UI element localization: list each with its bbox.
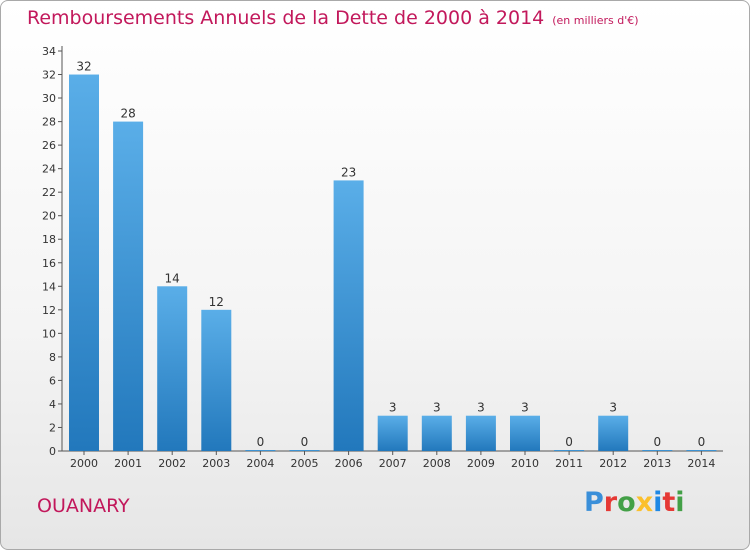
y-tick-label: 20 bbox=[42, 210, 56, 223]
bar bbox=[598, 415, 629, 451]
bar-value-label: 0 bbox=[565, 435, 573, 449]
y-tick-label: 24 bbox=[42, 163, 56, 176]
x-tick-label: 2011 bbox=[555, 457, 583, 470]
x-tick-label: 2013 bbox=[643, 457, 671, 470]
x-tick-label: 2008 bbox=[423, 457, 451, 470]
bar-value-label: 3 bbox=[609, 401, 617, 415]
y-tick-label: 22 bbox=[42, 186, 56, 199]
logo-letter: x bbox=[635, 487, 654, 518]
chart-data-labels: 32 28 14 12 0 0 23 3 3 3 3 0 3 0 0 bbox=[76, 60, 705, 449]
bar bbox=[377, 415, 408, 451]
bar-value-label: 23 bbox=[341, 165, 356, 179]
y-tick-label: 10 bbox=[42, 327, 56, 340]
bar-value-label: 0 bbox=[301, 435, 309, 449]
x-tick-label: 2001 bbox=[114, 457, 142, 470]
y-tick-label: 2 bbox=[49, 421, 56, 434]
x-tick-label: 2004 bbox=[246, 457, 274, 470]
y-tick-label: 26 bbox=[42, 139, 56, 152]
bar bbox=[642, 450, 673, 451]
bar-value-label: 32 bbox=[76, 60, 91, 74]
x-tick-label: 2007 bbox=[379, 457, 407, 470]
bar-value-label: 3 bbox=[521, 401, 529, 415]
x-tick-label: 2003 bbox=[202, 457, 230, 470]
logo-letter: r bbox=[603, 487, 618, 518]
bar bbox=[554, 450, 585, 451]
chart-title: Remboursements Annuels de la Dette de 20… bbox=[27, 7, 639, 29]
logo-letter: o bbox=[617, 487, 636, 518]
bar-value-label: 3 bbox=[433, 401, 441, 415]
bar bbox=[69, 74, 99, 451]
logo-letter: P bbox=[584, 487, 604, 518]
bar-value-label: 3 bbox=[389, 401, 397, 415]
chart-bars bbox=[69, 74, 717, 452]
y-tick-label: 0 bbox=[49, 445, 56, 458]
chart-title-unit: (en milliers d'€) bbox=[552, 14, 639, 27]
bar bbox=[113, 121, 144, 452]
y-tick-label: 16 bbox=[42, 257, 56, 270]
x-tick-label: 2012 bbox=[599, 457, 627, 470]
commune-name: OUANARY bbox=[37, 495, 130, 517]
bar bbox=[201, 309, 232, 451]
x-tick-label: 2006 bbox=[335, 457, 363, 470]
y-tick-label: 18 bbox=[42, 233, 56, 246]
x-tick-label: 2000 bbox=[70, 457, 98, 470]
x-tick-label: 2005 bbox=[291, 457, 319, 470]
y-tick-label: 14 bbox=[42, 280, 56, 293]
bar bbox=[157, 286, 188, 451]
logo-letter: t bbox=[662, 487, 676, 518]
y-tick-label: 30 bbox=[42, 92, 56, 105]
logo-letter: i bbox=[653, 487, 663, 518]
bar bbox=[333, 180, 364, 452]
bar bbox=[289, 450, 320, 451]
bar bbox=[245, 450, 276, 451]
bar-value-label: 12 bbox=[209, 295, 224, 309]
bar-value-label: 14 bbox=[165, 271, 180, 285]
y-tick-label: 6 bbox=[49, 374, 56, 387]
bar bbox=[421, 415, 452, 451]
x-tick-label: 2010 bbox=[511, 457, 539, 470]
bar bbox=[465, 415, 496, 451]
bar bbox=[510, 415, 540, 451]
bar-value-label: 28 bbox=[120, 107, 135, 121]
bar bbox=[686, 450, 717, 451]
x-tick-label: 2009 bbox=[467, 457, 495, 470]
bar-value-label: 0 bbox=[257, 435, 265, 449]
x-tick-label: 2014 bbox=[687, 457, 715, 470]
y-tick-label: 28 bbox=[42, 116, 56, 129]
chart-x-ticks: 2000 2001 2002 2003 2004 2005 2006 2007 2008 2009… bbox=[70, 451, 715, 470]
bar-value-label: 0 bbox=[698, 435, 706, 449]
bar-value-label: 3 bbox=[477, 401, 485, 415]
y-tick-label: 32 bbox=[42, 69, 56, 82]
logo-letter: i bbox=[675, 487, 685, 518]
proxiti-logo: Proxiti bbox=[584, 487, 685, 518]
y-tick-label: 4 bbox=[49, 398, 56, 411]
bar-value-label: 0 bbox=[653, 435, 661, 449]
x-tick-label: 2002 bbox=[158, 457, 186, 470]
y-tick-label: 34 bbox=[42, 45, 56, 58]
chart-title-main: Remboursements Annuels de la Dette de 20… bbox=[27, 7, 545, 29]
y-tick-label: 8 bbox=[49, 351, 56, 364]
y-tick-label: 12 bbox=[42, 304, 56, 317]
